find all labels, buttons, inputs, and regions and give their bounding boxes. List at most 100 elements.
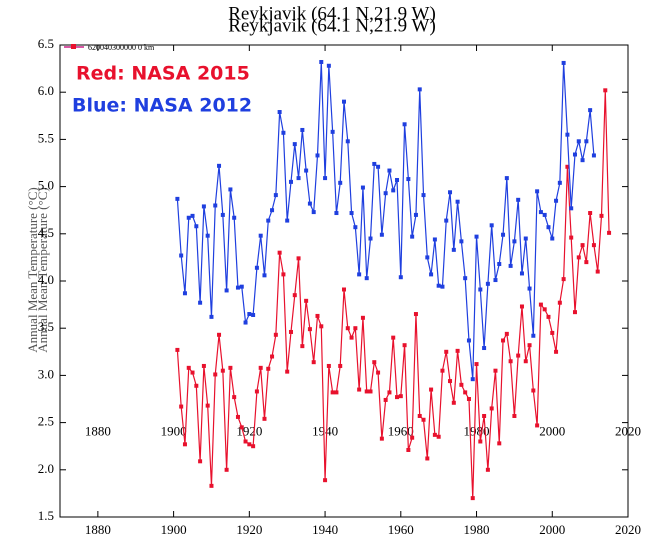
- point: [523, 236, 528, 241]
- point: [569, 235, 574, 240]
- point: [201, 204, 206, 209]
- point: [273, 193, 278, 198]
- point: [474, 362, 479, 367]
- point: [239, 425, 244, 430]
- point: [531, 333, 536, 338]
- point: [209, 483, 214, 488]
- point: [304, 168, 309, 173]
- point: [277, 250, 282, 255]
- point: [459, 239, 464, 244]
- point: [330, 129, 335, 134]
- point: [413, 212, 418, 217]
- point: [323, 478, 328, 483]
- legend-marker: [71, 44, 76, 49]
- point: [421, 193, 426, 198]
- y-tick-label: 5.0: [38, 178, 54, 193]
- point: [296, 256, 301, 261]
- point: [387, 390, 392, 395]
- point: [357, 272, 362, 277]
- point: [455, 348, 460, 353]
- annotation: Red: NASA 2015: [76, 63, 250, 85]
- point: [323, 176, 328, 181]
- point: [448, 379, 453, 384]
- point: [512, 413, 517, 418]
- point: [349, 211, 354, 216]
- y-tick-label: 4.0: [38, 272, 54, 287]
- y-tick-label: 6.5: [38, 36, 54, 51]
- x-tick-label-overlay: 2000: [539, 424, 565, 439]
- point: [554, 349, 559, 354]
- point: [436, 434, 441, 439]
- x-tick-label: 1960: [388, 522, 414, 537]
- point: [285, 218, 290, 223]
- chart-title-overlay: Reykjavik (64.1 N,21.9 W): [228, 15, 436, 36]
- point: [311, 210, 316, 215]
- point: [576, 255, 581, 260]
- point: [326, 63, 331, 68]
- point: [546, 225, 551, 230]
- x-tick-label-overlay: 1900: [161, 424, 187, 439]
- point: [315, 153, 320, 158]
- point: [565, 164, 570, 169]
- point: [186, 365, 191, 370]
- point: [353, 225, 358, 230]
- point: [580, 158, 585, 163]
- chart-title: Reykjavik (64.1 N,21.9 W): [228, 3, 436, 24]
- point: [198, 459, 203, 464]
- point: [398, 275, 403, 280]
- point: [429, 272, 434, 277]
- point: [542, 307, 547, 312]
- point: [535, 423, 540, 428]
- point: [372, 161, 377, 166]
- point: [603, 88, 608, 93]
- point: [251, 312, 256, 317]
- point: [330, 390, 335, 395]
- point: [292, 142, 297, 147]
- point: [175, 196, 180, 201]
- point: [395, 177, 400, 182]
- point: [209, 314, 214, 319]
- annotation: Blue: NASA 2012: [72, 95, 252, 117]
- point: [224, 288, 229, 293]
- point: [342, 287, 346, 292]
- point: [247, 312, 252, 317]
- point: [342, 99, 346, 104]
- point: [455, 199, 460, 204]
- point: [546, 314, 551, 319]
- point: [334, 390, 339, 395]
- point: [527, 286, 532, 291]
- point: [300, 344, 305, 349]
- point: [478, 287, 483, 292]
- x-tick-label: 1980: [464, 522, 490, 537]
- point: [474, 234, 479, 239]
- point: [372, 360, 377, 365]
- point: [557, 180, 562, 185]
- point: [251, 444, 256, 449]
- point: [296, 176, 301, 181]
- point: [379, 232, 384, 237]
- x-tick-label-overlay: 1960: [388, 424, 414, 439]
- point: [538, 302, 543, 307]
- x-tick-label: 1940: [312, 522, 338, 537]
- point: [459, 382, 464, 387]
- point: [319, 59, 324, 64]
- point: [353, 326, 358, 331]
- point: [304, 298, 309, 303]
- point: [190, 213, 195, 218]
- point: [232, 395, 237, 400]
- point: [360, 315, 365, 320]
- point: [349, 335, 354, 340]
- point: [410, 435, 415, 440]
- point: [451, 247, 456, 252]
- point: [186, 215, 191, 220]
- point: [364, 389, 369, 394]
- point: [425, 255, 430, 260]
- point: [288, 179, 293, 184]
- point: [417, 413, 422, 418]
- x-tick-label-overlay: 1880: [85, 424, 111, 439]
- point: [311, 360, 316, 365]
- point: [213, 203, 218, 208]
- point: [235, 414, 240, 419]
- point: [273, 332, 278, 337]
- point: [436, 283, 441, 288]
